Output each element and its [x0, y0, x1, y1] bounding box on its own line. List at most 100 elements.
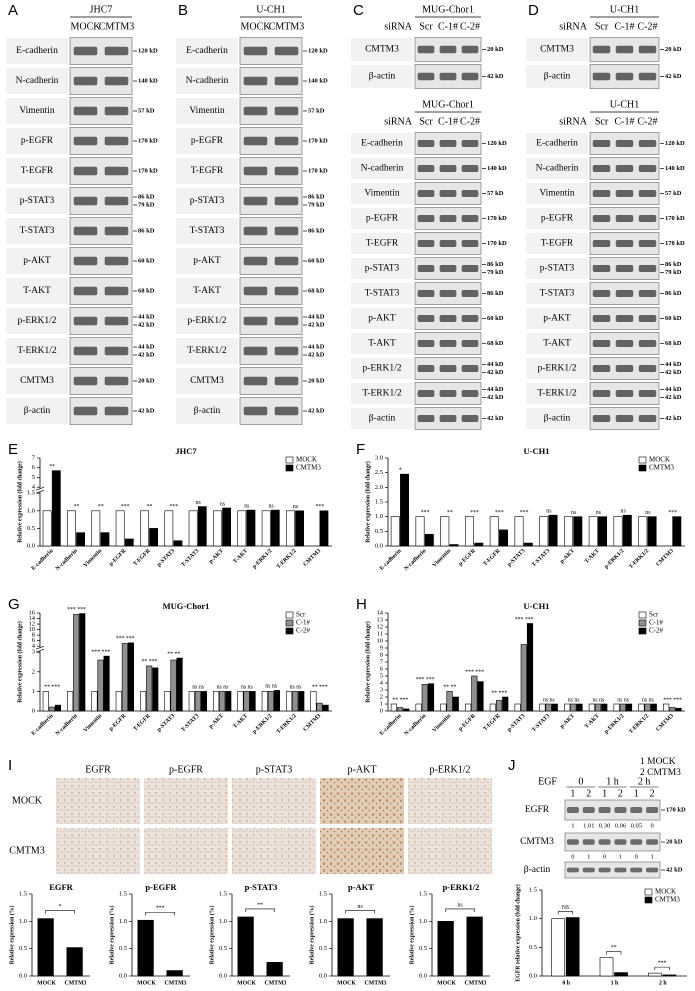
sig-label: ** ** [167, 651, 180, 657]
y-tick-label: 6 [32, 464, 36, 471]
size-label: 120 kD [308, 47, 328, 54]
band [615, 315, 634, 322]
band [73, 166, 98, 176]
bar [437, 921, 454, 977]
band [73, 106, 98, 116]
bar [474, 542, 484, 547]
band [461, 45, 479, 54]
legend-swatch [285, 611, 294, 619]
band [592, 290, 611, 297]
row-label: T-STAT3 [190, 226, 225, 236]
sig-label: *** *** [515, 617, 534, 623]
sig-label: NS [562, 905, 569, 911]
bar [310, 691, 317, 712]
y-tick-label: 0.0 [119, 972, 127, 979]
row-label: E-cadherin [361, 139, 403, 149]
band [615, 240, 634, 247]
bar [638, 516, 648, 547]
row-label: Vimentin [19, 106, 55, 116]
y-tick-label: 1.5 [319, 890, 327, 897]
x-tick-label: MOCK [137, 980, 156, 986]
quantification: 0 [603, 853, 606, 860]
label-box [176, 398, 238, 424]
y-tick-label: 3.0 [375, 454, 383, 461]
sig-label: ns [596, 510, 602, 516]
quantification: 1 [650, 853, 653, 860]
y-tick-label: 2.5 [375, 469, 383, 476]
band [638, 215, 657, 222]
band [638, 415, 657, 422]
sig-label: *** [668, 510, 677, 516]
bar [170, 659, 177, 712]
row-label: N-cadherin [536, 164, 579, 174]
sig-label: ns [458, 902, 464, 908]
label-box [351, 358, 413, 379]
row-label: p-EGFR [191, 136, 224, 146]
row-label: β-actin [524, 865, 551, 875]
lane-label: C-1# [615, 116, 635, 127]
size-label: 20 kD [487, 46, 504, 53]
row-label: E-cadherin [536, 139, 578, 149]
row-label: T-AKT [23, 286, 51, 296]
band [439, 340, 457, 347]
bar [545, 703, 552, 712]
bar [103, 655, 110, 712]
label-box [526, 383, 588, 404]
x-tick-label: p-ERK1/2 [252, 548, 274, 570]
bar [249, 691, 256, 712]
band [598, 807, 611, 813]
band [243, 256, 268, 266]
label-box [526, 208, 588, 229]
bar [588, 703, 595, 712]
y-tick-label: 0.5 [219, 945, 227, 952]
bar [471, 675, 478, 712]
legend-swatch [644, 888, 653, 896]
panel-letter: B [178, 2, 188, 19]
y-tick-label: 1.0 [319, 918, 327, 925]
bar [100, 532, 110, 547]
bar [551, 918, 566, 977]
y-tick-label: 1 [32, 688, 35, 695]
size-label: 140 kD [665, 165, 685, 172]
bar [548, 514, 558, 547]
y-tick-label: 13 [377, 616, 384, 623]
x-tick-label: CMTM3 [302, 713, 322, 733]
band [274, 376, 299, 386]
band [104, 136, 129, 146]
y-tick-label: 1.5 [119, 890, 127, 897]
band [439, 190, 457, 197]
band [439, 315, 457, 322]
band [439, 365, 457, 372]
size-label: 86 kD [138, 193, 155, 200]
band [274, 106, 299, 116]
band [73, 346, 98, 356]
band [592, 265, 611, 272]
x-tick-label: T-EGFR [132, 713, 152, 733]
band [104, 196, 129, 206]
row-label: p-EGFR [366, 214, 399, 224]
sig-bracket [606, 951, 622, 955]
panel-letter: F [356, 441, 365, 458]
label-box [351, 333, 413, 354]
y-tick-label: 1.5 [219, 890, 227, 897]
x-tick-label: p-ERK1/2 [252, 713, 274, 735]
size-label: 44 kD [487, 386, 504, 393]
row-label: p-STAT3 [20, 196, 55, 206]
row-label: p-ERK1/2 [362, 364, 401, 374]
x-tick-label: p-EGFR [108, 548, 128, 568]
x-tick-label: p-ERK1/2 [603, 548, 625, 570]
band [461, 190, 479, 197]
bar [292, 691, 299, 712]
bar [672, 516, 682, 547]
band [439, 72, 457, 81]
column-label: p-ERK1/2 [429, 764, 470, 775]
size-label: 170 kD [666, 806, 686, 813]
row-label: N-cadherin [16, 76, 59, 86]
label-box [351, 65, 413, 88]
bar [42, 691, 49, 712]
bar [42, 510, 52, 547]
lane-label: C-2# [638, 116, 658, 127]
bar [124, 538, 134, 547]
sig-bracket [345, 910, 375, 914]
quantification: 1 [571, 822, 574, 829]
